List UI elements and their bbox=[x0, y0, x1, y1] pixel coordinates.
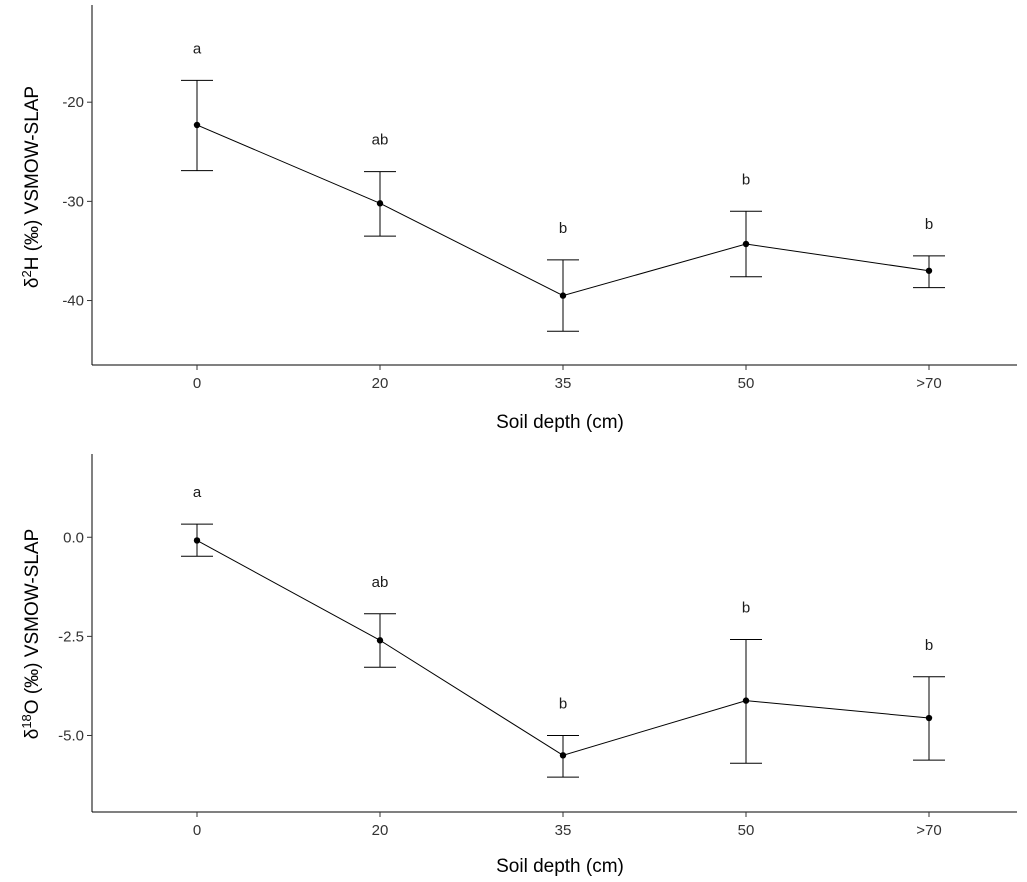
d2h-significance-labels: a ab b b b bbox=[193, 40, 933, 237]
d2h-y-ticks: -20 -30 -40 bbox=[62, 94, 92, 310]
d18o-significance-labels: a ab b b b bbox=[193, 484, 933, 712]
d2h-axes bbox=[91, 5, 1017, 366]
d18o-significance-label: ab bbox=[372, 574, 389, 591]
d2h-data-point bbox=[559, 292, 567, 299]
d2h-x-tick-label: 20 bbox=[372, 375, 389, 392]
d18o-y-tick-label: 0.0 bbox=[63, 529, 84, 546]
d2h-data-point bbox=[193, 121, 201, 129]
d2h-data-point bbox=[376, 200, 384, 207]
d18o-data-point bbox=[925, 714, 933, 722]
d2h-significance-label: a bbox=[193, 40, 202, 57]
d2h-x-axis-title: Soil depth (cm) bbox=[496, 412, 624, 433]
d2h-y-tick-label: -30 bbox=[62, 193, 84, 210]
d18o-y-tick-label: -2.5 bbox=[58, 628, 84, 645]
d18o-significance-label: b bbox=[925, 637, 933, 654]
d2h-significance-label: b bbox=[925, 216, 933, 233]
d18o-chart-panel: a ab b b b 0.0 -2.5 -5.0 0 20 35 50 >70 Soil depth… bbox=[19, 454, 1017, 877]
d18o-series-line bbox=[196, 539, 930, 756]
d2h-y-title-rest: H (‰) VSMOW-SLAP bbox=[22, 86, 43, 270]
d18o-significance-label: a bbox=[193, 484, 202, 501]
d2h-data-point bbox=[925, 267, 933, 274]
d18o-x-tick-label: 35 bbox=[555, 822, 572, 839]
d18o-axes bbox=[91, 454, 1017, 813]
d18o-error-bars bbox=[181, 523, 945, 778]
d18o-data-point bbox=[193, 537, 201, 544]
d18o-significance-label: b bbox=[559, 695, 567, 712]
d2h-y-title-prefix: δ bbox=[22, 278, 43, 289]
d2h-x-tick-label: >70 bbox=[916, 375, 941, 392]
d2h-significance-label: ab bbox=[372, 132, 389, 149]
d18o-y-axis-title: δ18O (‰) VSMOW-SLAP bbox=[19, 529, 43, 740]
d2h-y-title-sup: 2 bbox=[19, 270, 34, 277]
d18o-data-point bbox=[376, 637, 384, 644]
d18o-points bbox=[193, 537, 933, 759]
d2h-chart-panel: a ab b b b -20 -30 -40 0 20 35 50 >70 Soil depth (… bbox=[19, 5, 1017, 433]
d18o-x-axis-title: Soil depth (cm) bbox=[496, 856, 624, 877]
d2h-data-point bbox=[742, 240, 750, 248]
d18o-x-tick-label: 50 bbox=[738, 822, 755, 839]
d2h-x-tick-label: 0 bbox=[193, 375, 201, 392]
d2h-x-ticks: 0 20 35 50 >70 bbox=[193, 365, 942, 392]
d18o-data-point bbox=[742, 697, 750, 704]
d18o-x-ticks: 0 20 35 50 >70 bbox=[193, 812, 942, 839]
d2h-y-axis-title: δ2H (‰) VSMOW-SLAP bbox=[19, 86, 43, 288]
d2h-x-tick-label: 35 bbox=[555, 375, 572, 392]
d2h-y-tick-label: -20 bbox=[62, 94, 84, 111]
d18o-y-ticks: 0.0 -2.5 -5.0 bbox=[58, 529, 92, 744]
d18o-y-title-prefix: δ bbox=[22, 729, 43, 740]
d18o-x-tick-label: 20 bbox=[372, 822, 389, 839]
d2h-significance-label: b bbox=[559, 220, 567, 237]
d18o-x-tick-label: 0 bbox=[193, 822, 201, 839]
d18o-y-tick-label: -5.0 bbox=[58, 727, 84, 744]
d18o-y-title-rest: O (‰) VSMOW-SLAP bbox=[22, 529, 43, 714]
d2h-x-tick-label: 50 bbox=[738, 375, 755, 392]
d18o-mean-line bbox=[196, 539, 930, 756]
d18o-y-title-sup: 18 bbox=[19, 714, 34, 728]
d18o-data-point bbox=[559, 752, 567, 759]
d18o-x-tick-label: >70 bbox=[916, 822, 941, 839]
d2h-y-tick-label: -40 bbox=[62, 293, 84, 310]
d2h-significance-label: b bbox=[742, 171, 750, 188]
d2h-points bbox=[193, 121, 933, 299]
d18o-significance-label: b bbox=[742, 600, 750, 617]
